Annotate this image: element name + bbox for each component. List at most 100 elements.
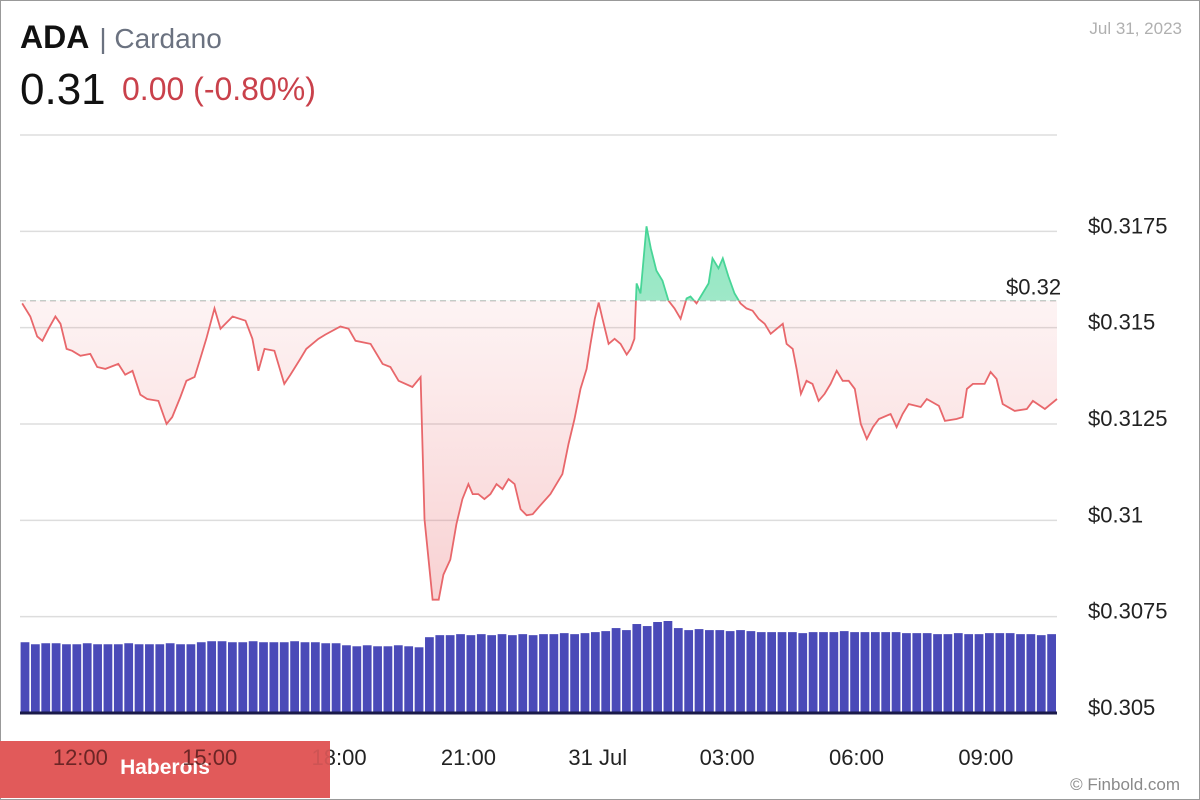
volume-bar xyxy=(902,633,911,713)
volume-bar xyxy=(590,632,600,713)
volume-bar xyxy=(435,635,445,713)
source: © Finbold.com xyxy=(1070,775,1180,794)
volume-bar xyxy=(580,633,590,713)
volume-bar xyxy=(259,642,268,713)
volume-bar xyxy=(528,635,538,713)
volume-bar xyxy=(663,621,673,713)
volume-bar xyxy=(30,644,40,713)
volume-bar xyxy=(725,631,735,713)
volume-bar xyxy=(570,634,579,713)
volume-bar xyxy=(331,643,341,713)
volume-bar xyxy=(352,646,362,713)
y-tick-label: $0.315 xyxy=(1088,310,1155,335)
price: 0.31 xyxy=(20,65,106,114)
volume-bar xyxy=(736,630,745,713)
volume-bar xyxy=(217,641,227,713)
chart-heading: ADA | Cardano xyxy=(20,19,222,55)
volume-bar xyxy=(850,632,859,713)
volume-bar xyxy=(93,644,102,713)
volume-bar xyxy=(881,632,891,713)
volume-bar xyxy=(819,632,828,713)
badge xyxy=(0,741,330,798)
volume-bar xyxy=(974,634,984,713)
volume-bar xyxy=(62,644,71,713)
volume-bar xyxy=(393,645,403,713)
volume-bar xyxy=(642,626,652,713)
volume-bar xyxy=(155,644,165,713)
volume-bar xyxy=(321,643,331,713)
x-tick-label: 21:00 xyxy=(441,745,496,770)
volume-bar xyxy=(777,632,787,713)
volume-bar xyxy=(228,642,237,713)
volume-bar xyxy=(933,634,942,713)
volume-bar xyxy=(404,646,414,713)
volume-bar xyxy=(922,633,932,713)
volume-bar xyxy=(756,632,766,713)
volume-bar xyxy=(912,633,922,713)
volume-bar xyxy=(20,642,30,713)
volume-bar xyxy=(145,644,154,713)
volume-bar xyxy=(715,630,725,713)
volume-bar xyxy=(985,633,994,713)
volume-bar xyxy=(601,631,611,713)
volume-bar xyxy=(694,629,704,713)
volume-bar xyxy=(705,630,714,713)
volume-bar xyxy=(72,644,82,713)
volume-bar xyxy=(82,643,92,713)
volume-bar xyxy=(995,633,1005,713)
x-tick-label: 09:00 xyxy=(958,745,1013,770)
volume-bar xyxy=(103,644,113,713)
volume-bar xyxy=(487,635,497,713)
volume-bar xyxy=(653,622,662,713)
volume-bar xyxy=(1005,633,1015,713)
volume-bar xyxy=(1036,635,1046,713)
chart-title: ADA xyxy=(20,19,89,55)
volume-bar xyxy=(964,634,974,713)
date: Jul 31, 2023 xyxy=(1089,19,1182,38)
volume-bar xyxy=(798,633,808,713)
y-tick-label: $0.31 xyxy=(1088,502,1143,527)
badge-label: Haberois xyxy=(120,756,210,779)
volume-bar xyxy=(342,645,351,713)
volume-bar xyxy=(497,634,507,713)
volume-bar xyxy=(41,643,51,713)
volume-bar xyxy=(248,641,258,713)
volume-bar xyxy=(476,634,486,713)
x-tick-label: 06:00 xyxy=(829,745,884,770)
x-tick-label: 03:00 xyxy=(700,745,755,770)
volume-bar xyxy=(767,632,777,713)
volume-bar xyxy=(51,643,61,713)
volume-bar xyxy=(445,635,455,713)
volume-bar xyxy=(383,646,393,713)
volume-bar xyxy=(269,642,279,713)
y-tick-label: $0.3175 xyxy=(1088,213,1168,238)
volume-bar xyxy=(310,642,320,713)
volume-bar xyxy=(870,632,880,713)
chart-subtitle: | Cardano xyxy=(99,23,221,54)
volume-bar xyxy=(539,634,548,713)
volume-bar xyxy=(134,644,144,713)
x-tick-label-overlay: 12:00 xyxy=(53,745,108,770)
volume-bar xyxy=(673,628,683,713)
volume-bar xyxy=(632,624,642,713)
volume-bar xyxy=(113,644,123,713)
volume-bar xyxy=(362,645,372,713)
volume-bar xyxy=(196,642,206,713)
volume-bar xyxy=(860,632,870,713)
volume-bar xyxy=(559,633,569,713)
x-tick-label: 31 Jul xyxy=(568,745,627,770)
volume-bar xyxy=(549,634,559,713)
y-tick-label: $0.3125 xyxy=(1088,406,1168,431)
volume-bar xyxy=(622,630,631,713)
volume-bar xyxy=(1026,634,1036,713)
volume-bar xyxy=(238,642,248,713)
volume-bar xyxy=(466,635,476,713)
volume-bar xyxy=(829,632,839,713)
volume-bar xyxy=(943,634,953,713)
volume-bar xyxy=(373,646,382,713)
volume-bar xyxy=(165,643,175,713)
volume-bar xyxy=(684,630,694,713)
volume-bar xyxy=(425,637,434,713)
y-tick-label: $0.3075 xyxy=(1088,599,1168,624)
